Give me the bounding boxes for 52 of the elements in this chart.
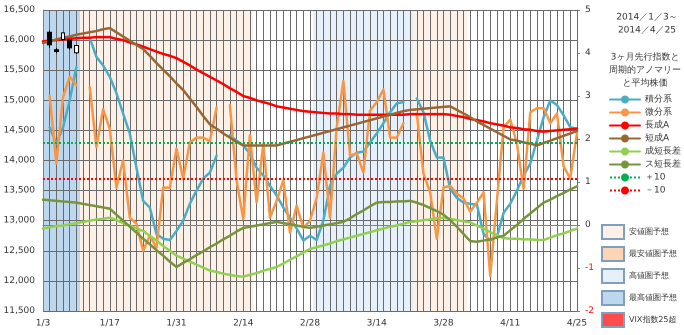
candlestick [61, 32, 65, 42]
y2-tick-label: 0 [585, 220, 591, 230]
y2-tick-label: 2 [585, 134, 591, 144]
y2-tick-label: 5 [585, 5, 591, 15]
candlestick [54, 47, 59, 54]
y-tick-label: 14,500 [4, 125, 36, 136]
y2-tick-label: -1 [585, 263, 594, 273]
x-tick-label: 1/17 [100, 318, 120, 328]
y-tick-label: 13,000 [4, 216, 36, 226]
x-tick-label: 2/28 [300, 318, 320, 328]
y-tick-label: 14,000 [4, 156, 36, 166]
legend-label: 長成A [645, 120, 670, 130]
y-tick-label: 15,000 [4, 95, 36, 106]
x-tick-label: 3/14 [366, 318, 388, 328]
y-tick-label: 15,500 [4, 65, 36, 76]
legend-label: ＋10 [645, 172, 666, 182]
text: 3ヶ月先行指数と周期的アノマリーと平均株価 [609, 52, 681, 88]
y-tick-label: 16,000 [4, 35, 36, 46]
text: VIX指数25超 [629, 315, 676, 325]
candlestick [74, 44, 79, 54]
text: 最安値圏予想 [629, 249, 677, 259]
text: 高値圏予想 [629, 271, 669, 281]
legend-label: 積分系 [645, 94, 672, 104]
legend-label: －10 [645, 186, 666, 196]
y-tick-label: 11,500 [4, 306, 36, 316]
y-tick-label: 16,500 [4, 5, 36, 15]
y-tick-label: 12,000 [4, 276, 36, 286]
y2-tick-label: 4 [585, 48, 591, 58]
x-tick-label: 2/14 [233, 318, 254, 328]
candlestick [47, 30, 52, 48]
text: 最高値圏予想 [629, 293, 677, 303]
candlestick [67, 39, 72, 50]
y2-tick-label: 1 [585, 177, 591, 187]
x-tick-label: 4/11 [500, 318, 520, 328]
legend-label: 微分系 [645, 106, 672, 118]
y-tick-label: 12,500 [4, 246, 36, 256]
legend-label: 成短長差 [645, 146, 681, 156]
line-series [42, 36, 578, 133]
text: 安値圏予想 [629, 227, 669, 237]
line-series [42, 26, 578, 147]
legend-label: 短成A [645, 132, 670, 144]
y-tick-label: 13,500 [4, 186, 36, 196]
x-tick-label: 1/3 [36, 318, 50, 328]
y2-tick-label: 3 [585, 91, 591, 101]
line-series [42, 216, 578, 278]
line-series [42, 185, 578, 268]
x-tick-label: 1/31 [166, 318, 187, 328]
x-tick-label: 3/28 [433, 318, 454, 328]
text: 2014／1／3～2014／4／25 [616, 12, 678, 36]
y2-tick-label: -2 [585, 306, 594, 316]
x-tick-label: 4/25 [566, 318, 588, 328]
legend-label: ス短長差 [645, 158, 681, 170]
